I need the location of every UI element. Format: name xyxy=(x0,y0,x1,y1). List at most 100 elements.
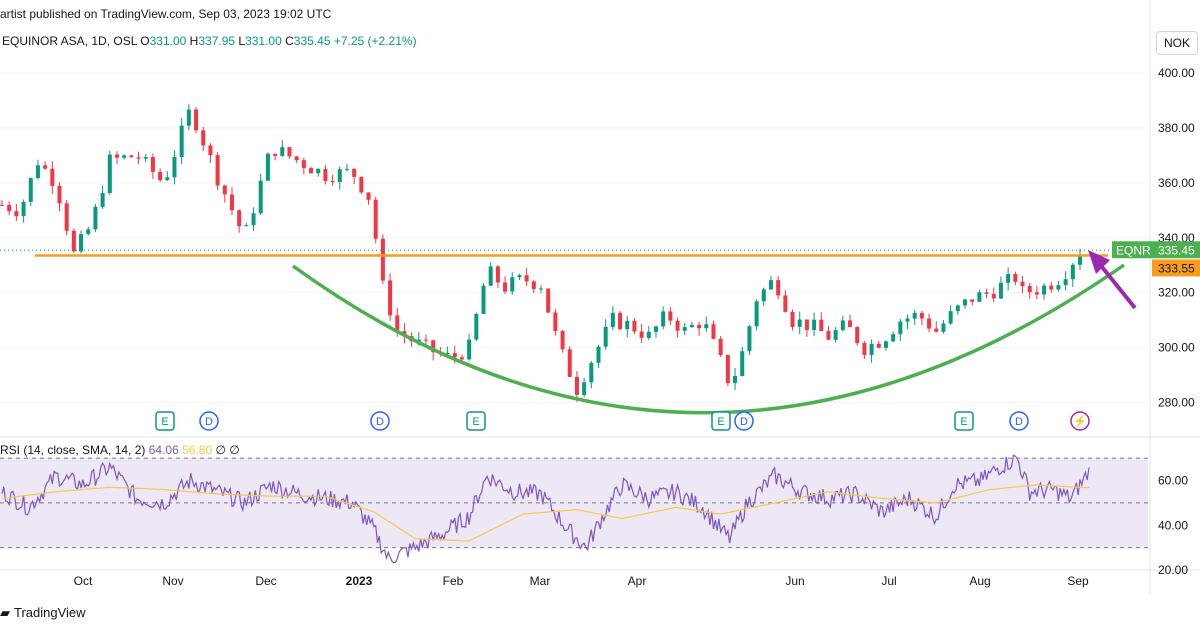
candle-body xyxy=(194,109,199,131)
earnings-icon xyxy=(954,411,974,431)
marker-label: D xyxy=(376,416,384,428)
candle-body xyxy=(740,351,745,376)
drawings xyxy=(0,249,1148,415)
rsi-band xyxy=(0,458,1148,548)
time-tick-label: Apr xyxy=(628,574,647,588)
marker-label: ⚡ xyxy=(1073,415,1087,428)
rsi-label: RSI (14, close, SMA, 14, 2) xyxy=(0,443,146,457)
candle-body xyxy=(467,339,472,360)
dividend-icon xyxy=(370,411,390,431)
marker-label: D xyxy=(740,416,748,428)
time-tick-label: Mar xyxy=(530,574,551,588)
time-tick-label: Sep xyxy=(1067,574,1089,588)
candle-body xyxy=(323,168,328,182)
time-tick-label: Feb xyxy=(443,574,464,588)
candle-body xyxy=(388,280,393,316)
price-tick-label: 360.00 xyxy=(1158,176,1195,190)
rsi-pane xyxy=(0,454,1148,564)
high-label: H xyxy=(189,34,199,48)
candle-body xyxy=(783,295,788,312)
dividend-icon xyxy=(734,411,754,431)
candle-body xyxy=(1027,285,1032,293)
candle-body xyxy=(229,194,234,211)
candle-body xyxy=(689,324,694,328)
dividend-icon xyxy=(199,411,219,431)
candle-body xyxy=(1006,274,1011,283)
symbol-name: EQUINOR ASA, 1D, OSL xyxy=(2,34,137,48)
candle-body xyxy=(208,145,213,156)
candle-body xyxy=(639,331,644,338)
candle-body xyxy=(474,313,479,340)
candle-body xyxy=(380,238,385,281)
earnings-marker: E xyxy=(954,411,974,431)
candle-body xyxy=(941,323,946,332)
axes: 400.00380.00360.00340.00320.00300.00280.… xyxy=(0,0,1200,595)
candle-body xyxy=(395,315,400,332)
rsi-sma-value: 56.80 xyxy=(182,443,213,457)
candle-body xyxy=(826,331,831,340)
candle-body xyxy=(998,282,1003,299)
price-tick-label: 380.00 xyxy=(1158,121,1195,135)
candle-body xyxy=(582,382,587,395)
price-tick-label: 280.00 xyxy=(1158,396,1195,410)
candle-body xyxy=(459,357,464,360)
candle-body xyxy=(122,155,127,158)
earnings-icon xyxy=(155,411,175,431)
last-price-value: 335.45 xyxy=(1158,243,1195,257)
candle-body xyxy=(718,338,723,355)
rsi-tick-label: 20.00 xyxy=(1158,563,1188,577)
low-value: 331.00 xyxy=(245,34,282,48)
resistance-value: 333.55 xyxy=(1158,261,1195,275)
high-value: 337.95 xyxy=(198,34,236,48)
earnings-marker: E xyxy=(155,411,175,431)
time-tick-label: Aug xyxy=(969,574,990,588)
candle-body xyxy=(265,153,270,181)
candle-body xyxy=(0,204,4,206)
candle-body xyxy=(114,154,119,158)
candle-body xyxy=(560,330,565,350)
candle-body xyxy=(503,282,508,292)
time-tick-label: Oct xyxy=(74,574,93,588)
candle-body xyxy=(567,349,572,377)
candle-body xyxy=(661,311,666,327)
candle-body xyxy=(136,157,141,159)
currency-button[interactable]: NOK xyxy=(1156,31,1198,55)
candle-body xyxy=(273,153,278,156)
candle-body xyxy=(891,334,896,342)
candle-body xyxy=(445,353,450,355)
candle-body xyxy=(251,213,256,226)
candle-body xyxy=(919,312,924,319)
time-tick-label: 2023 xyxy=(346,574,373,588)
candle-body xyxy=(424,339,429,341)
candle-body xyxy=(172,156,177,178)
candle-body xyxy=(1020,281,1025,286)
candle-body xyxy=(107,154,112,194)
candle-body xyxy=(840,320,845,331)
arrow-shaft xyxy=(1096,260,1137,310)
candle-body xyxy=(883,341,888,348)
candle-body xyxy=(93,206,98,230)
candle-body xyxy=(1049,285,1054,290)
candle-body xyxy=(848,320,853,328)
candle-body xyxy=(100,193,105,207)
candle-body xyxy=(977,292,982,302)
candle-body xyxy=(21,201,26,217)
open-value: 331.00 xyxy=(149,34,187,48)
resistance-tag xyxy=(1152,259,1200,277)
close-label: C xyxy=(285,34,294,48)
candle-body xyxy=(553,312,558,331)
rsi-sma-line xyxy=(1,484,1090,542)
price-grid xyxy=(0,72,1148,404)
footer: ▰ TradingView xyxy=(0,605,86,621)
dividend-marker: D xyxy=(1009,411,1029,431)
symbol-tag-label: EQNR xyxy=(1116,243,1151,257)
candle-body xyxy=(452,353,457,358)
candle-body xyxy=(747,326,752,352)
candle-body xyxy=(28,178,33,202)
candle-body xyxy=(150,157,155,172)
candle-body xyxy=(294,156,299,161)
candle-body xyxy=(79,234,84,252)
candle-body xyxy=(625,320,630,330)
candle-body xyxy=(416,339,421,342)
